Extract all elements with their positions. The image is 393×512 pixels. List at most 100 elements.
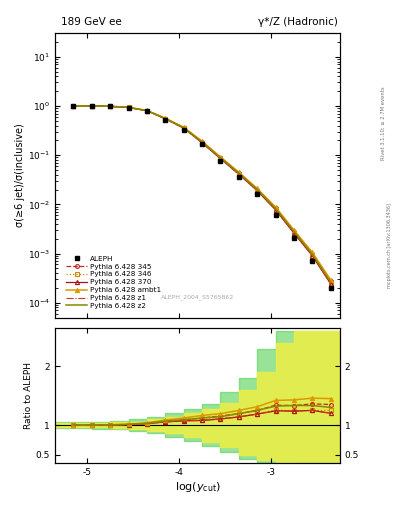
- Pythia 6.428 ambt1: [218, 154, 223, 160]
- Pythia 6.428 346: [329, 280, 333, 286]
- Pythia 6.428 345: [292, 228, 296, 234]
- Pythia 6.428 345: [163, 115, 168, 121]
- ALEPH: [145, 108, 149, 114]
- Pythia 6.428 346: [90, 103, 94, 109]
- Pythia 6.428 z2: [181, 125, 186, 131]
- Pythia 6.428 z2: [145, 108, 149, 114]
- Pythia 6.428 345: [310, 251, 315, 257]
- Pythia 6.428 345: [200, 139, 204, 145]
- Pythia 6.428 346: [255, 187, 260, 194]
- X-axis label: $\mathrm{log}(y_\mathrm{cut})$: $\mathrm{log}(y_\mathrm{cut})$: [174, 480, 220, 494]
- Pythia 6.428 345: [90, 103, 94, 109]
- Pythia 6.428 ambt1: [237, 169, 241, 175]
- Pythia 6.428 370: [200, 140, 204, 146]
- Pythia 6.428 z2: [255, 186, 260, 193]
- Pythia 6.428 346: [200, 139, 204, 145]
- Pythia 6.428 370: [145, 108, 149, 114]
- Text: ALEPH_2004_S5765862: ALEPH_2004_S5765862: [161, 295, 234, 301]
- Pythia 6.428 z1: [145, 108, 149, 114]
- Pythia 6.428 ambt1: [310, 249, 315, 255]
- ALEPH: [90, 103, 94, 109]
- Pythia 6.428 ambt1: [181, 124, 186, 130]
- Pythia 6.428 z1: [200, 140, 204, 146]
- Text: 189 GeV ee: 189 GeV ee: [61, 16, 122, 27]
- Text: mcplots.cern.ch [arXiv:1306.3436]: mcplots.cern.ch [arXiv:1306.3436]: [387, 203, 391, 288]
- Pythia 6.428 z1: [255, 187, 260, 194]
- Pythia 6.428 346: [71, 103, 76, 109]
- Pythia 6.428 z1: [71, 103, 76, 109]
- Pythia 6.428 ambt1: [90, 103, 94, 109]
- Pythia 6.428 ambt1: [329, 277, 333, 283]
- Pythia 6.428 370: [329, 281, 333, 287]
- Pythia 6.428 370: [310, 253, 315, 259]
- ALEPH: [163, 117, 168, 123]
- Text: γ*/Z (Hadronic): γ*/Z (Hadronic): [258, 16, 338, 27]
- Pythia 6.428 370: [273, 207, 278, 213]
- Pythia 6.428 ambt1: [108, 103, 112, 110]
- Pythia 6.428 z1: [329, 281, 333, 287]
- Pythia 6.428 345: [255, 186, 260, 193]
- Pythia 6.428 370: [292, 230, 296, 236]
- Pythia 6.428 z1: [218, 156, 223, 162]
- Line: Pythia 6.428 z2: Pythia 6.428 z2: [73, 106, 331, 282]
- Pythia 6.428 z2: [310, 251, 315, 258]
- Pythia 6.428 345: [218, 155, 223, 161]
- ALEPH: [329, 285, 333, 291]
- Pythia 6.428 ambt1: [145, 108, 149, 114]
- Pythia 6.428 z1: [181, 125, 186, 131]
- Pythia 6.428 370: [108, 103, 112, 110]
- Pythia 6.428 346: [126, 104, 131, 111]
- Pythia 6.428 z2: [108, 103, 112, 110]
- Pythia 6.428 370: [126, 104, 131, 111]
- Line: Pythia 6.428 z1: Pythia 6.428 z1: [73, 106, 331, 284]
- Line: ALEPH: ALEPH: [71, 103, 333, 290]
- Pythia 6.428 346: [218, 155, 223, 161]
- Line: Pythia 6.428 345: Pythia 6.428 345: [72, 104, 333, 284]
- Pythia 6.428 345: [71, 103, 76, 109]
- ALEPH: [200, 141, 204, 147]
- Pythia 6.428 z2: [237, 170, 241, 176]
- ALEPH: [108, 103, 112, 110]
- Pythia 6.428 370: [237, 171, 241, 177]
- Pythia 6.428 370: [181, 125, 186, 131]
- ALEPH: [237, 174, 241, 180]
- Pythia 6.428 346: [292, 230, 296, 236]
- ALEPH: [273, 211, 278, 218]
- ALEPH: [126, 104, 131, 111]
- ALEPH: [181, 126, 186, 133]
- Pythia 6.428 370: [163, 116, 168, 122]
- Pythia 6.428 z2: [273, 205, 278, 211]
- Pythia 6.428 345: [237, 170, 241, 176]
- Pythia 6.428 345: [108, 103, 112, 110]
- Y-axis label: Ratio to ALEPH: Ratio to ALEPH: [24, 362, 33, 429]
- Pythia 6.428 ambt1: [292, 227, 296, 233]
- Pythia 6.428 370: [71, 103, 76, 109]
- Pythia 6.428 345: [145, 108, 149, 114]
- Pythia 6.428 ambt1: [200, 138, 204, 144]
- Pythia 6.428 346: [237, 171, 241, 177]
- Line: Pythia 6.428 ambt1: Pythia 6.428 ambt1: [71, 104, 333, 282]
- Pythia 6.428 345: [273, 205, 278, 211]
- Pythia 6.428 346: [163, 116, 168, 122]
- Pythia 6.428 346: [310, 253, 315, 259]
- ALEPH: [218, 158, 223, 164]
- Pythia 6.428 z1: [163, 116, 168, 122]
- Text: Rivet 3.1.10; ≥ 2.7M events: Rivet 3.1.10; ≥ 2.7M events: [381, 86, 386, 160]
- ALEPH: [71, 103, 76, 109]
- Line: Pythia 6.428 370: Pythia 6.428 370: [71, 104, 333, 286]
- Pythia 6.428 346: [273, 206, 278, 212]
- Pythia 6.428 z2: [163, 115, 168, 121]
- Line: Pythia 6.428 346: Pythia 6.428 346: [72, 104, 333, 285]
- Pythia 6.428 345: [126, 104, 131, 111]
- Pythia 6.428 z2: [292, 228, 296, 234]
- Pythia 6.428 345: [181, 125, 186, 131]
- ALEPH: [292, 234, 296, 241]
- Pythia 6.428 ambt1: [126, 104, 131, 111]
- Pythia 6.428 ambt1: [255, 185, 260, 191]
- Pythia 6.428 z1: [273, 207, 278, 213]
- Pythia 6.428 ambt1: [163, 115, 168, 121]
- Pythia 6.428 z2: [329, 279, 333, 285]
- Pythia 6.428 370: [255, 187, 260, 194]
- Pythia 6.428 z1: [126, 104, 131, 111]
- Pythia 6.428 ambt1: [71, 103, 76, 109]
